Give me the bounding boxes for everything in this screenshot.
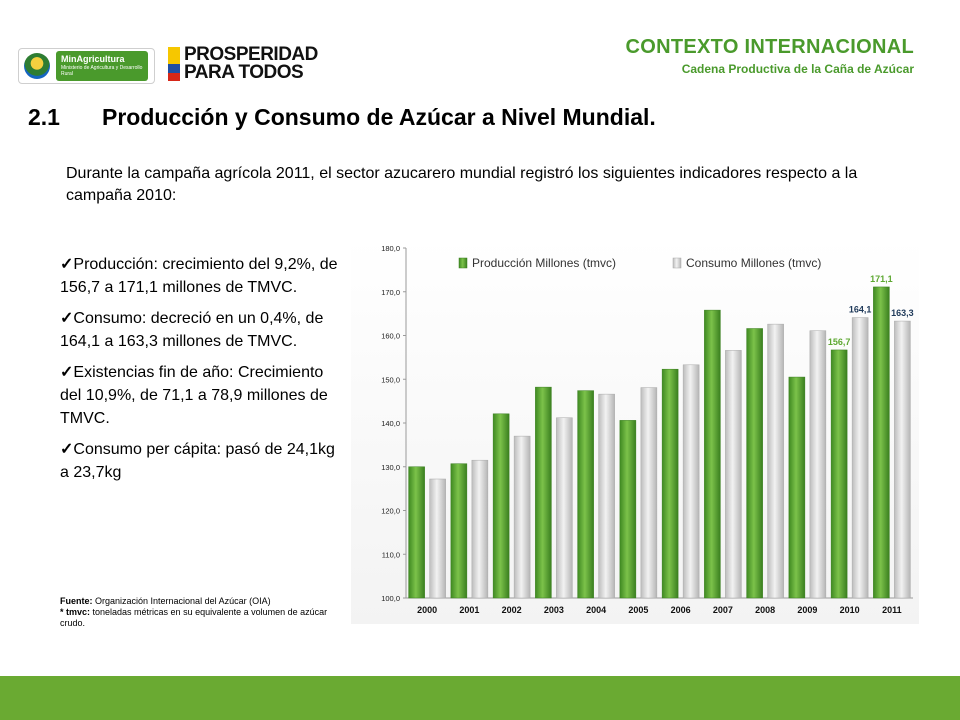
production-bar bbox=[492, 413, 510, 599]
consumption-bar bbox=[809, 330, 827, 599]
x-tick-label: 2007 bbox=[713, 605, 733, 615]
x-tick-label: 2000 bbox=[417, 605, 437, 615]
data-label: 164,1 bbox=[849, 305, 872, 315]
prosperidad-line2: PARA TODOS bbox=[184, 62, 304, 83]
y-tick-label: 110,0 bbox=[382, 550, 400, 559]
x-tick-label: 2009 bbox=[797, 605, 817, 615]
x-tick-label: 2001 bbox=[459, 605, 479, 615]
bullet-item-production: ✓Producción: crecimiento del 9,2%, de 15… bbox=[60, 253, 340, 299]
consumption-bar bbox=[725, 350, 742, 599]
context-subtitle: Cadena Productiva de la Caña de Azúcar bbox=[681, 62, 914, 76]
flag-icon bbox=[168, 47, 180, 81]
minagricultura-title: MinAgricultura bbox=[61, 54, 125, 64]
x-tick-label: 2005 bbox=[628, 605, 648, 615]
section-number: 2.1 bbox=[28, 104, 60, 130]
data-label: 171,1 bbox=[870, 274, 893, 284]
x-tick-label: 2002 bbox=[502, 605, 522, 615]
sugar-chart: 100,0 110,0 120,0 130,0 140,0 150,0 160,0 170,0… bbox=[351, 237, 919, 624]
y-tick-label: 140,0 bbox=[381, 419, 400, 428]
consumption-bar bbox=[513, 435, 531, 599]
bullet-text: Existencias fin de año: Crecimiento del … bbox=[60, 364, 328, 427]
context-title: CONTEXTO INTERNACIONAL bbox=[625, 36, 914, 58]
bullet-list: ✓Producción: crecimiento del 9,2%, de 15… bbox=[60, 253, 340, 492]
x-tick-label: 2011 bbox=[882, 605, 902, 615]
minagricultura-logo: MinAgricultura Ministerio de Agricultura… bbox=[18, 48, 155, 84]
legend-label-consumption: Consumo Millones (tmvc) bbox=[686, 256, 821, 270]
consumption-bar bbox=[767, 323, 784, 599]
y-tick-label: 180,0 bbox=[381, 244, 400, 253]
production-bar bbox=[661, 368, 679, 599]
legend-swatch-production bbox=[458, 257, 468, 269]
check-icon: ✓ bbox=[60, 256, 74, 273]
source-note: Fuente: Organización Internacional del A… bbox=[60, 596, 330, 629]
bullet-text: Consumo: decreció en un 0,4%, de 164,1 a… bbox=[60, 310, 324, 350]
check-icon: ✓ bbox=[60, 441, 74, 458]
y-tick-label: 130,0 bbox=[381, 463, 400, 472]
production-bar bbox=[873, 286, 890, 599]
chart-svg: 100,0 110,0 120,0 130,0 140,0 150,0 160,0 170,0… bbox=[351, 237, 919, 624]
section-title: Producción y Consumo de Azúcar a Nivel M… bbox=[102, 104, 656, 130]
bullet-text: Consumo per cápita: pasó de 24,1kg a 23,… bbox=[60, 441, 335, 481]
production-bar bbox=[746, 328, 763, 599]
x-tick-label: 2004 bbox=[586, 605, 606, 615]
consumption-bar bbox=[556, 417, 573, 599]
data-label: 163,3 bbox=[891, 308, 914, 318]
intro-paragraph: Durante la campaña agrícola 2011, el sec… bbox=[66, 165, 858, 204]
y-tick-label: 160,0 bbox=[381, 332, 400, 341]
source-text: Organización Internacional del Azúcar (O… bbox=[92, 596, 271, 606]
consumption-bar bbox=[851, 317, 869, 599]
footer-bar bbox=[0, 676, 960, 720]
x-tick-label: 2003 bbox=[544, 605, 564, 615]
data-label: 156,7 bbox=[828, 337, 851, 347]
minagricultura-badge: MinAgricultura Ministerio de Agricultura… bbox=[56, 51, 148, 81]
y-tick-label: 150,0 bbox=[381, 375, 400, 384]
y-tick-label: 120,0 bbox=[381, 507, 400, 516]
production-bar bbox=[788, 376, 806, 599]
bullet-item-stocks: ✓Existencias fin de año: Crecimiento del… bbox=[60, 361, 340, 430]
legend-swatch-consumption bbox=[672, 257, 682, 269]
bullet-item-per-capita: ✓Consumo per cápita: pasó de 24,1kg a 23… bbox=[60, 438, 340, 484]
production-bar bbox=[704, 309, 721, 599]
x-tick-label: 2010 bbox=[840, 605, 860, 615]
x-tick-label: 2006 bbox=[671, 605, 691, 615]
y-tick-label: 100,0 bbox=[381, 594, 400, 603]
check-icon: ✓ bbox=[60, 310, 74, 327]
check-icon: ✓ bbox=[60, 364, 74, 381]
minagricultura-subtitle: Ministerio de Agricultura y Desarrollo R… bbox=[61, 65, 143, 77]
production-bar bbox=[619, 420, 637, 599]
source-label: Fuente: bbox=[60, 596, 93, 606]
production-bar bbox=[577, 390, 594, 599]
note-label: * tmvc: bbox=[60, 607, 91, 617]
consumption-bar bbox=[682, 364, 700, 599]
note-text: toneladas métricas en su equivalente a v… bbox=[60, 607, 328, 628]
coat-of-arms-icon bbox=[24, 53, 50, 79]
bullet-item-consumption: ✓Consumo: decreció en un 0,4%, de 164,1 … bbox=[60, 307, 340, 353]
bullet-text: Producción: crecimiento del 9,2%, de 156… bbox=[60, 256, 338, 296]
legend-label-production: Producción Millones (tmvc) bbox=[472, 256, 616, 270]
y-tick-label: 170,0 bbox=[381, 288, 400, 297]
consumption-bar bbox=[894, 320, 911, 599]
prosperidad-logo: PROSPERIDAD PARA TODOS bbox=[168, 44, 318, 84]
production-bar bbox=[450, 463, 468, 599]
consumption-bar bbox=[429, 478, 446, 599]
production-bar bbox=[830, 349, 848, 599]
consumption-bar bbox=[598, 393, 615, 599]
x-tick-label: 2008 bbox=[755, 605, 775, 615]
production-bar bbox=[535, 386, 552, 599]
consumption-bar bbox=[640, 387, 658, 599]
production-bar bbox=[408, 466, 425, 599]
prosperidad-line1: PROSPERIDAD bbox=[184, 44, 318, 65]
consumption-bar bbox=[471, 459, 489, 599]
